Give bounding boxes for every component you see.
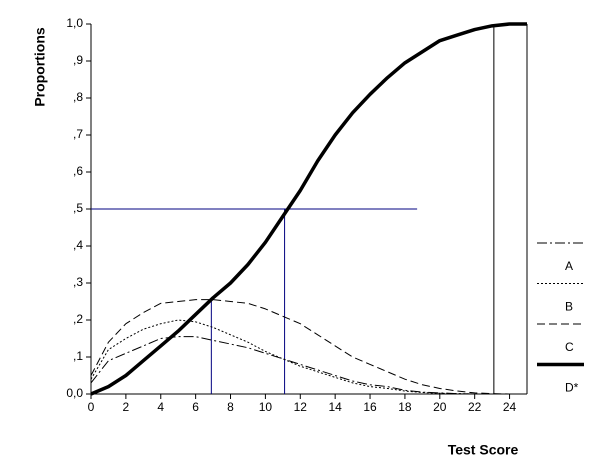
y-tick-label: ,4 [73,238,83,252]
series-line [90,299,527,395]
x-tick-label: 0 [88,400,95,414]
x-tick-label: 18 [398,400,412,414]
y-tick-label: ,2 [73,312,83,326]
x-tick-label: 24 [503,400,517,414]
y-tick-label: 1,0 [66,16,83,30]
x-axis-title: Test Score [448,442,519,458]
x-tick-label: 8 [227,400,234,414]
x-tick-label: 22 [468,400,482,414]
x-tick-label: 6 [192,400,199,414]
series-line [90,22,527,396]
y-tick-label: ,5 [73,201,83,215]
y-tick-label: 0,0 [66,386,83,400]
x-tick-label: 12 [294,400,308,414]
x-tick-label: 2 [123,400,130,414]
y-tick-label: ,3 [73,275,83,289]
x-tick-label: 4 [157,400,164,414]
x-tick-label: 20 [433,400,447,414]
legend-label: A [565,259,573,273]
legend-label: C [565,340,574,354]
legend-label: B [565,300,573,314]
x-tick-label: 10 [259,400,273,414]
y-tick-label: ,1 [73,349,83,363]
y-axis-title: Proportions [32,27,48,107]
series-line [90,319,527,395]
series-line [90,336,527,395]
y-tick-label: ,6 [73,164,83,178]
x-tick-label: 14 [328,400,342,414]
y-tick-label: ,7 [73,127,83,141]
x-tick-label: 16 [363,400,377,414]
y-tick-label: ,9 [73,53,83,67]
y-tick-label: ,8 [73,90,83,104]
legend-label: D* [565,381,579,395]
